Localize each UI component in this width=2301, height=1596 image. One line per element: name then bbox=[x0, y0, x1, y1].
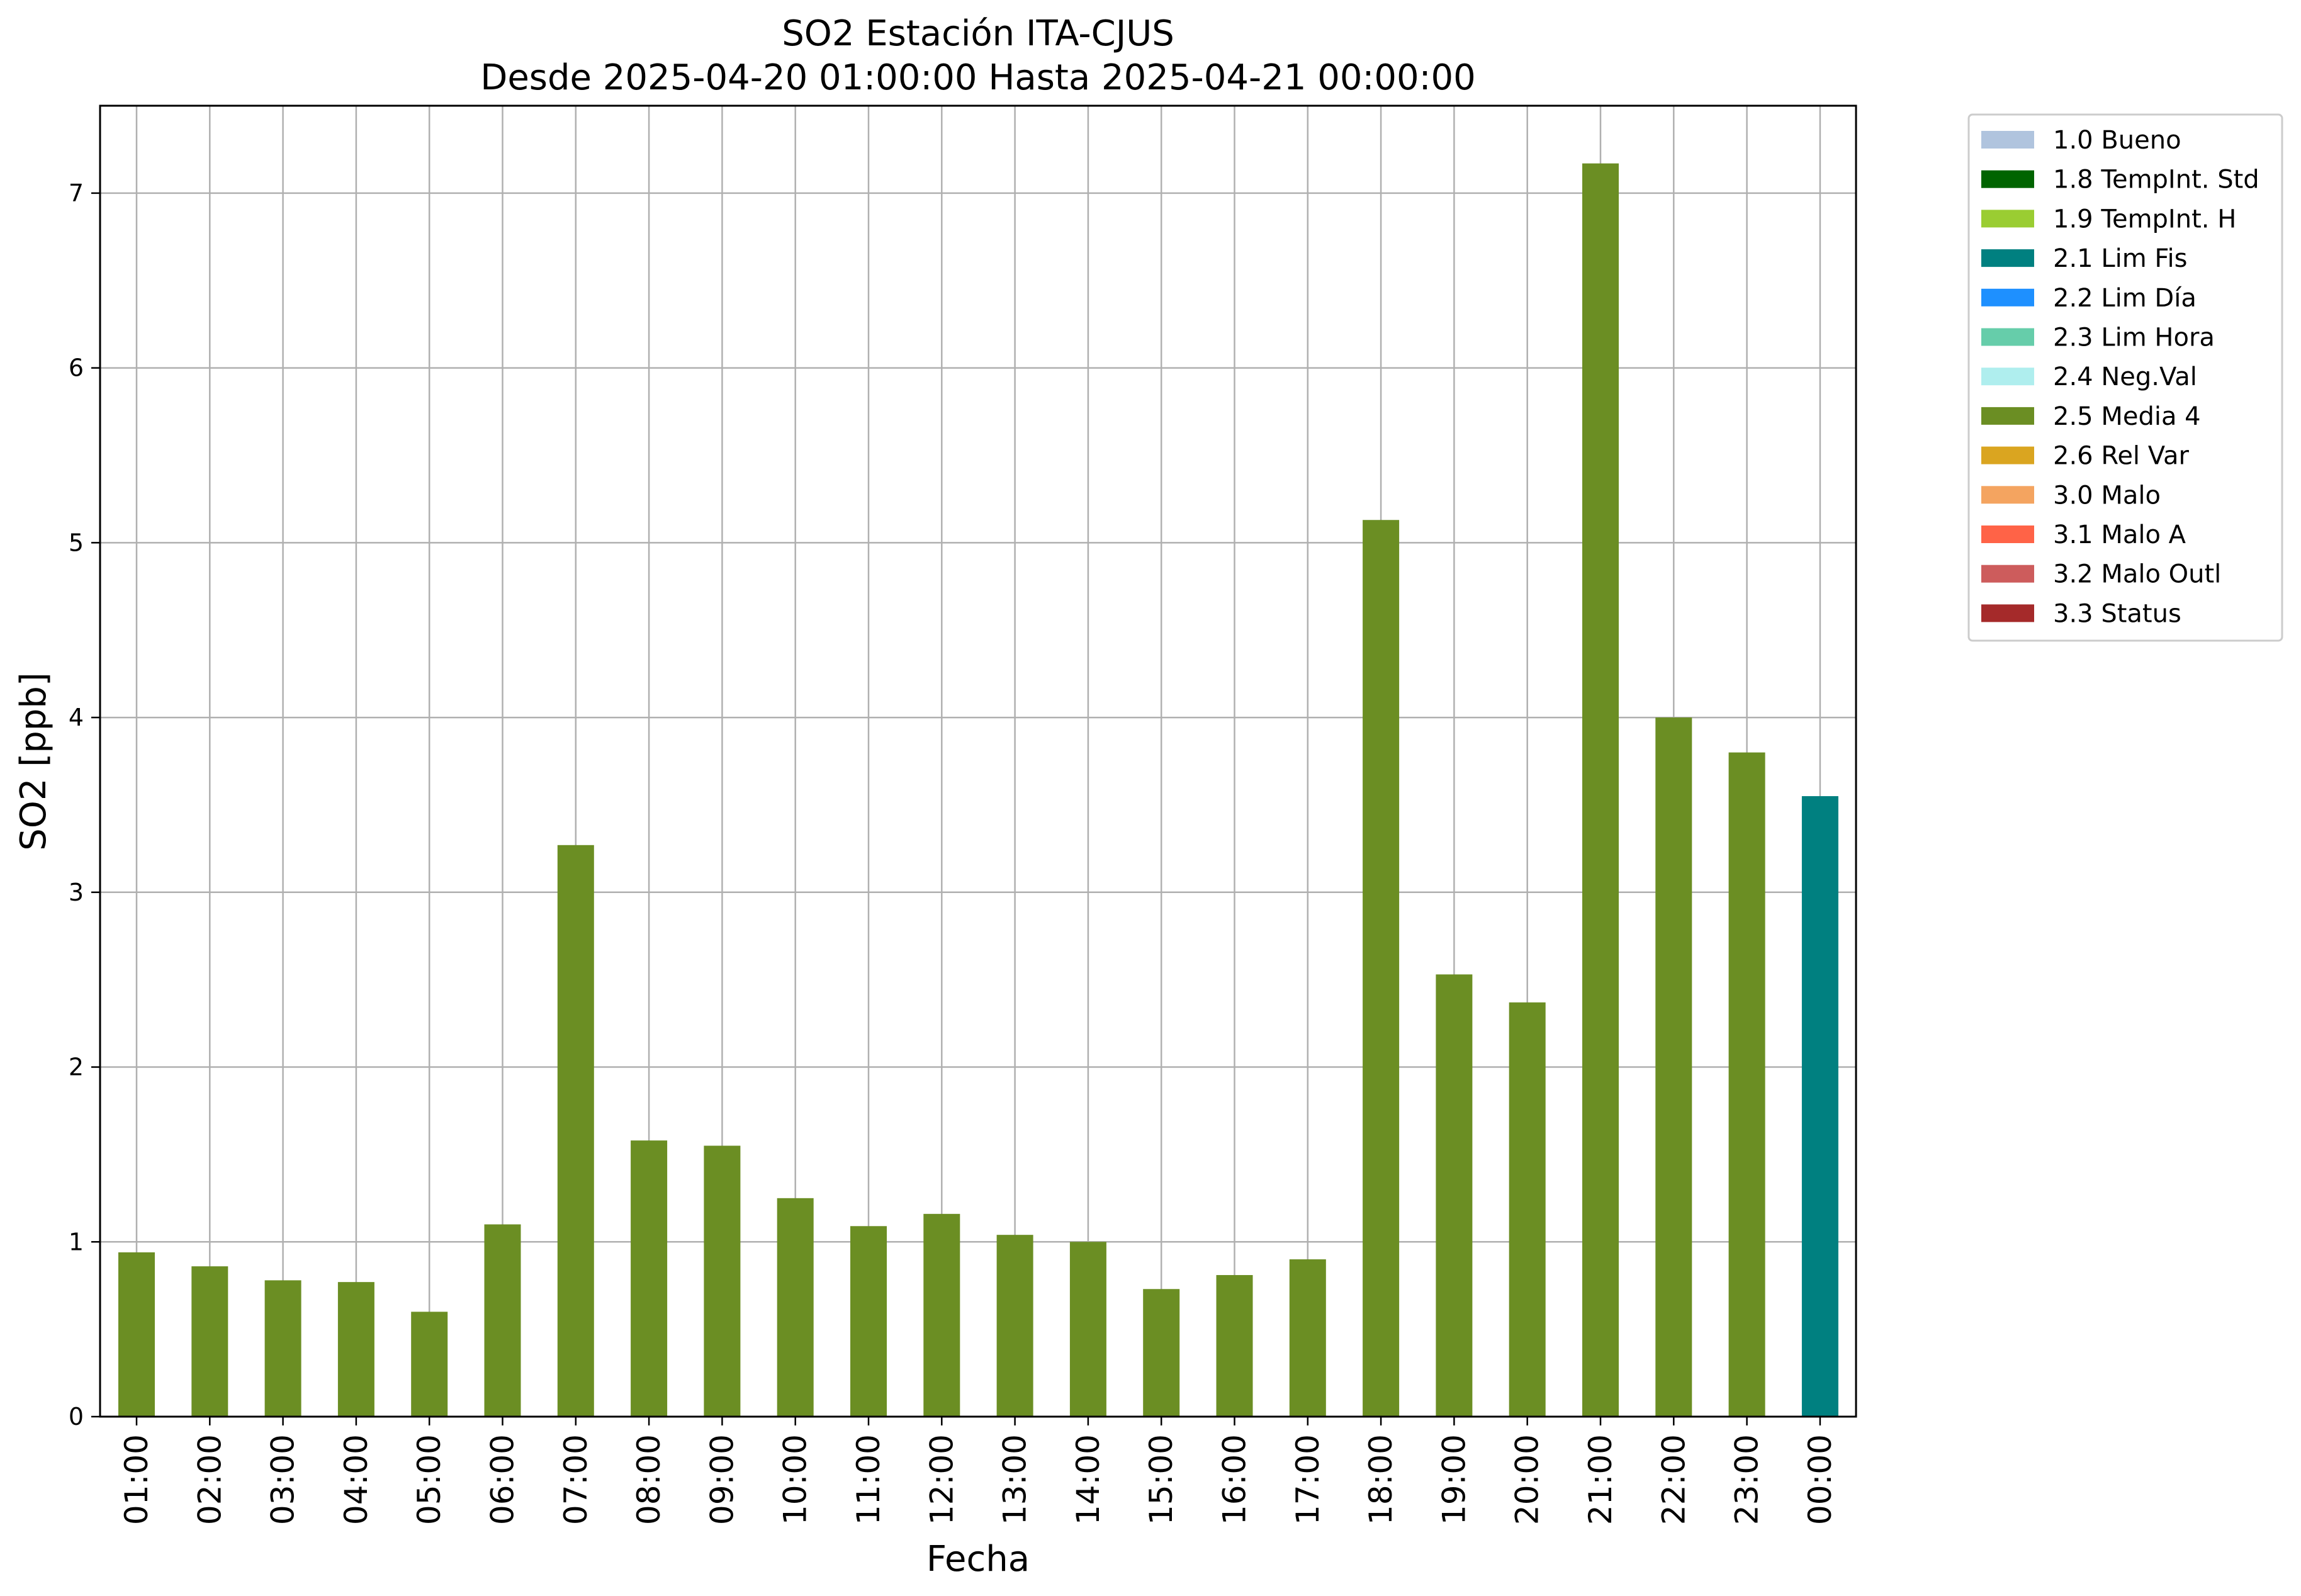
bar bbox=[1509, 1002, 1546, 1417]
legend-label: 3.3 Status bbox=[2053, 599, 2181, 628]
chart-title-line1: SO2 Estación ITA-CJUS bbox=[782, 13, 1174, 54]
bar bbox=[337, 1282, 374, 1417]
y-tick-label: 7 bbox=[69, 179, 84, 207]
legend-swatch bbox=[1981, 249, 2034, 267]
y-axis-label: SO2 [ppb] bbox=[13, 672, 54, 850]
bar bbox=[1582, 163, 1619, 1417]
bars bbox=[118, 163, 1838, 1417]
bar bbox=[1801, 796, 1838, 1417]
x-tick-label: 14:00 bbox=[1070, 1434, 1106, 1525]
x-tick-label: 22:00 bbox=[1655, 1434, 1692, 1525]
x-tick-label: 05:00 bbox=[411, 1434, 447, 1525]
legend-swatch bbox=[1981, 170, 2034, 188]
bar bbox=[777, 1198, 814, 1417]
legend-label: 1.8 TempInt. Std bbox=[2053, 166, 2259, 194]
x-tick-label: 10:00 bbox=[777, 1434, 814, 1525]
x-tick-label: 15:00 bbox=[1143, 1434, 1179, 1525]
x-tick-label: 16:00 bbox=[1217, 1434, 1253, 1525]
x-tick-label: 06:00 bbox=[485, 1434, 521, 1525]
legend-label: 1.9 TempInt. H bbox=[2053, 205, 2236, 233]
y-tick-label: 2 bbox=[69, 1054, 84, 1081]
bar bbox=[996, 1235, 1033, 1417]
bar bbox=[557, 845, 594, 1417]
x-tick-label: 00:00 bbox=[1802, 1434, 1838, 1525]
legend-label: 1.0 Bueno bbox=[2053, 126, 2181, 155]
y-tick-label: 5 bbox=[69, 529, 84, 556]
legend-swatch bbox=[1981, 368, 2034, 386]
legend: 1.0 Bueno 1.8 TempInt. Std 1.9 TempInt. H 2… bbox=[1967, 113, 2283, 642]
y-tick-label: 4 bbox=[69, 704, 84, 731]
x-tick-label: 20:00 bbox=[1509, 1434, 1546, 1525]
bar bbox=[631, 1140, 668, 1417]
bar bbox=[1216, 1275, 1253, 1417]
x-tick-label: 04:00 bbox=[338, 1434, 374, 1525]
bar bbox=[1069, 1242, 1106, 1417]
legend-label: 3.2 Malo Outl bbox=[2053, 560, 2221, 589]
bar bbox=[484, 1224, 521, 1417]
x-tick-label: 13:00 bbox=[997, 1434, 1033, 1525]
x-tick-label: 07:00 bbox=[558, 1434, 594, 1525]
bar bbox=[1655, 717, 1692, 1417]
x-tick-label: 23:00 bbox=[1729, 1434, 1765, 1525]
x-axis-label: Fecha bbox=[926, 1539, 1030, 1580]
x-tick-label: 08:00 bbox=[631, 1434, 667, 1525]
legend-label: 2.5 Media 4 bbox=[2053, 402, 2201, 431]
x-tick-label: 17:00 bbox=[1290, 1434, 1326, 1525]
y-tick-label: 3 bbox=[69, 879, 84, 906]
legend-label: 2.6 Rel Var bbox=[2053, 442, 2190, 471]
plot-frame bbox=[99, 104, 1857, 1418]
legend-swatch bbox=[1981, 525, 2034, 543]
bar bbox=[118, 1252, 155, 1417]
legend-label: 3.0 Malo bbox=[2053, 481, 2161, 510]
bar bbox=[264, 1280, 301, 1417]
x-tick-label: 03:00 bbox=[265, 1434, 301, 1525]
x-tick-label: 09:00 bbox=[704, 1434, 740, 1525]
legend-label: 3.1 Malo A bbox=[2053, 520, 2186, 549]
legend-swatch bbox=[1981, 328, 2034, 346]
chart-title-line2: Desde 2025-04-20 01:00:00 Hasta 2025-04-… bbox=[480, 57, 1476, 98]
y-tick-label: 6 bbox=[69, 354, 84, 382]
bar bbox=[191, 1266, 228, 1417]
axis-ticks: 0 1 2 3 4 5 6 7 01:00 02:00 03:00 04:00 05:00 06:00 07… bbox=[69, 179, 1838, 1525]
bar bbox=[704, 1145, 741, 1417]
legend-swatch bbox=[1981, 407, 2034, 425]
legend-swatch bbox=[1981, 604, 2034, 622]
x-tick-label: 11:00 bbox=[850, 1434, 887, 1525]
y-tick-label: 0 bbox=[69, 1403, 84, 1430]
bar bbox=[1143, 1289, 1180, 1417]
legend-swatch bbox=[1981, 131, 2034, 149]
x-tick-label: 01:00 bbox=[118, 1434, 155, 1525]
legend-label: 2.2 Lim Día bbox=[2053, 284, 2197, 313]
x-tick-label: 12:00 bbox=[923, 1434, 960, 1525]
y-tick-label: 1 bbox=[69, 1228, 84, 1256]
x-tick-label: 19:00 bbox=[1436, 1434, 1472, 1525]
bar bbox=[1728, 752, 1765, 1417]
bar bbox=[411, 1312, 448, 1417]
x-tick-label: 21:00 bbox=[1582, 1434, 1619, 1525]
x-tick-label: 18:00 bbox=[1363, 1434, 1399, 1525]
bar bbox=[850, 1226, 887, 1417]
bar bbox=[1289, 1259, 1326, 1417]
legend-swatch bbox=[1981, 210, 2034, 228]
legend-label: 2.3 Lim Hora bbox=[2053, 323, 2215, 352]
legend-swatch bbox=[1981, 486, 2034, 504]
legend-swatch bbox=[1981, 446, 2034, 464]
x-tick-label: 02:00 bbox=[191, 1434, 228, 1525]
bar bbox=[1363, 520, 1400, 1417]
legend-frame bbox=[1967, 113, 2283, 642]
legend-label: 2.4 Neg.Val bbox=[2053, 362, 2197, 391]
legend-label: 2.1 Lim Fis bbox=[2053, 244, 2187, 273]
legend-swatch bbox=[1981, 565, 2034, 583]
bar bbox=[1436, 974, 1473, 1417]
bar bbox=[923, 1213, 960, 1417]
legend-swatch bbox=[1981, 288, 2034, 306]
